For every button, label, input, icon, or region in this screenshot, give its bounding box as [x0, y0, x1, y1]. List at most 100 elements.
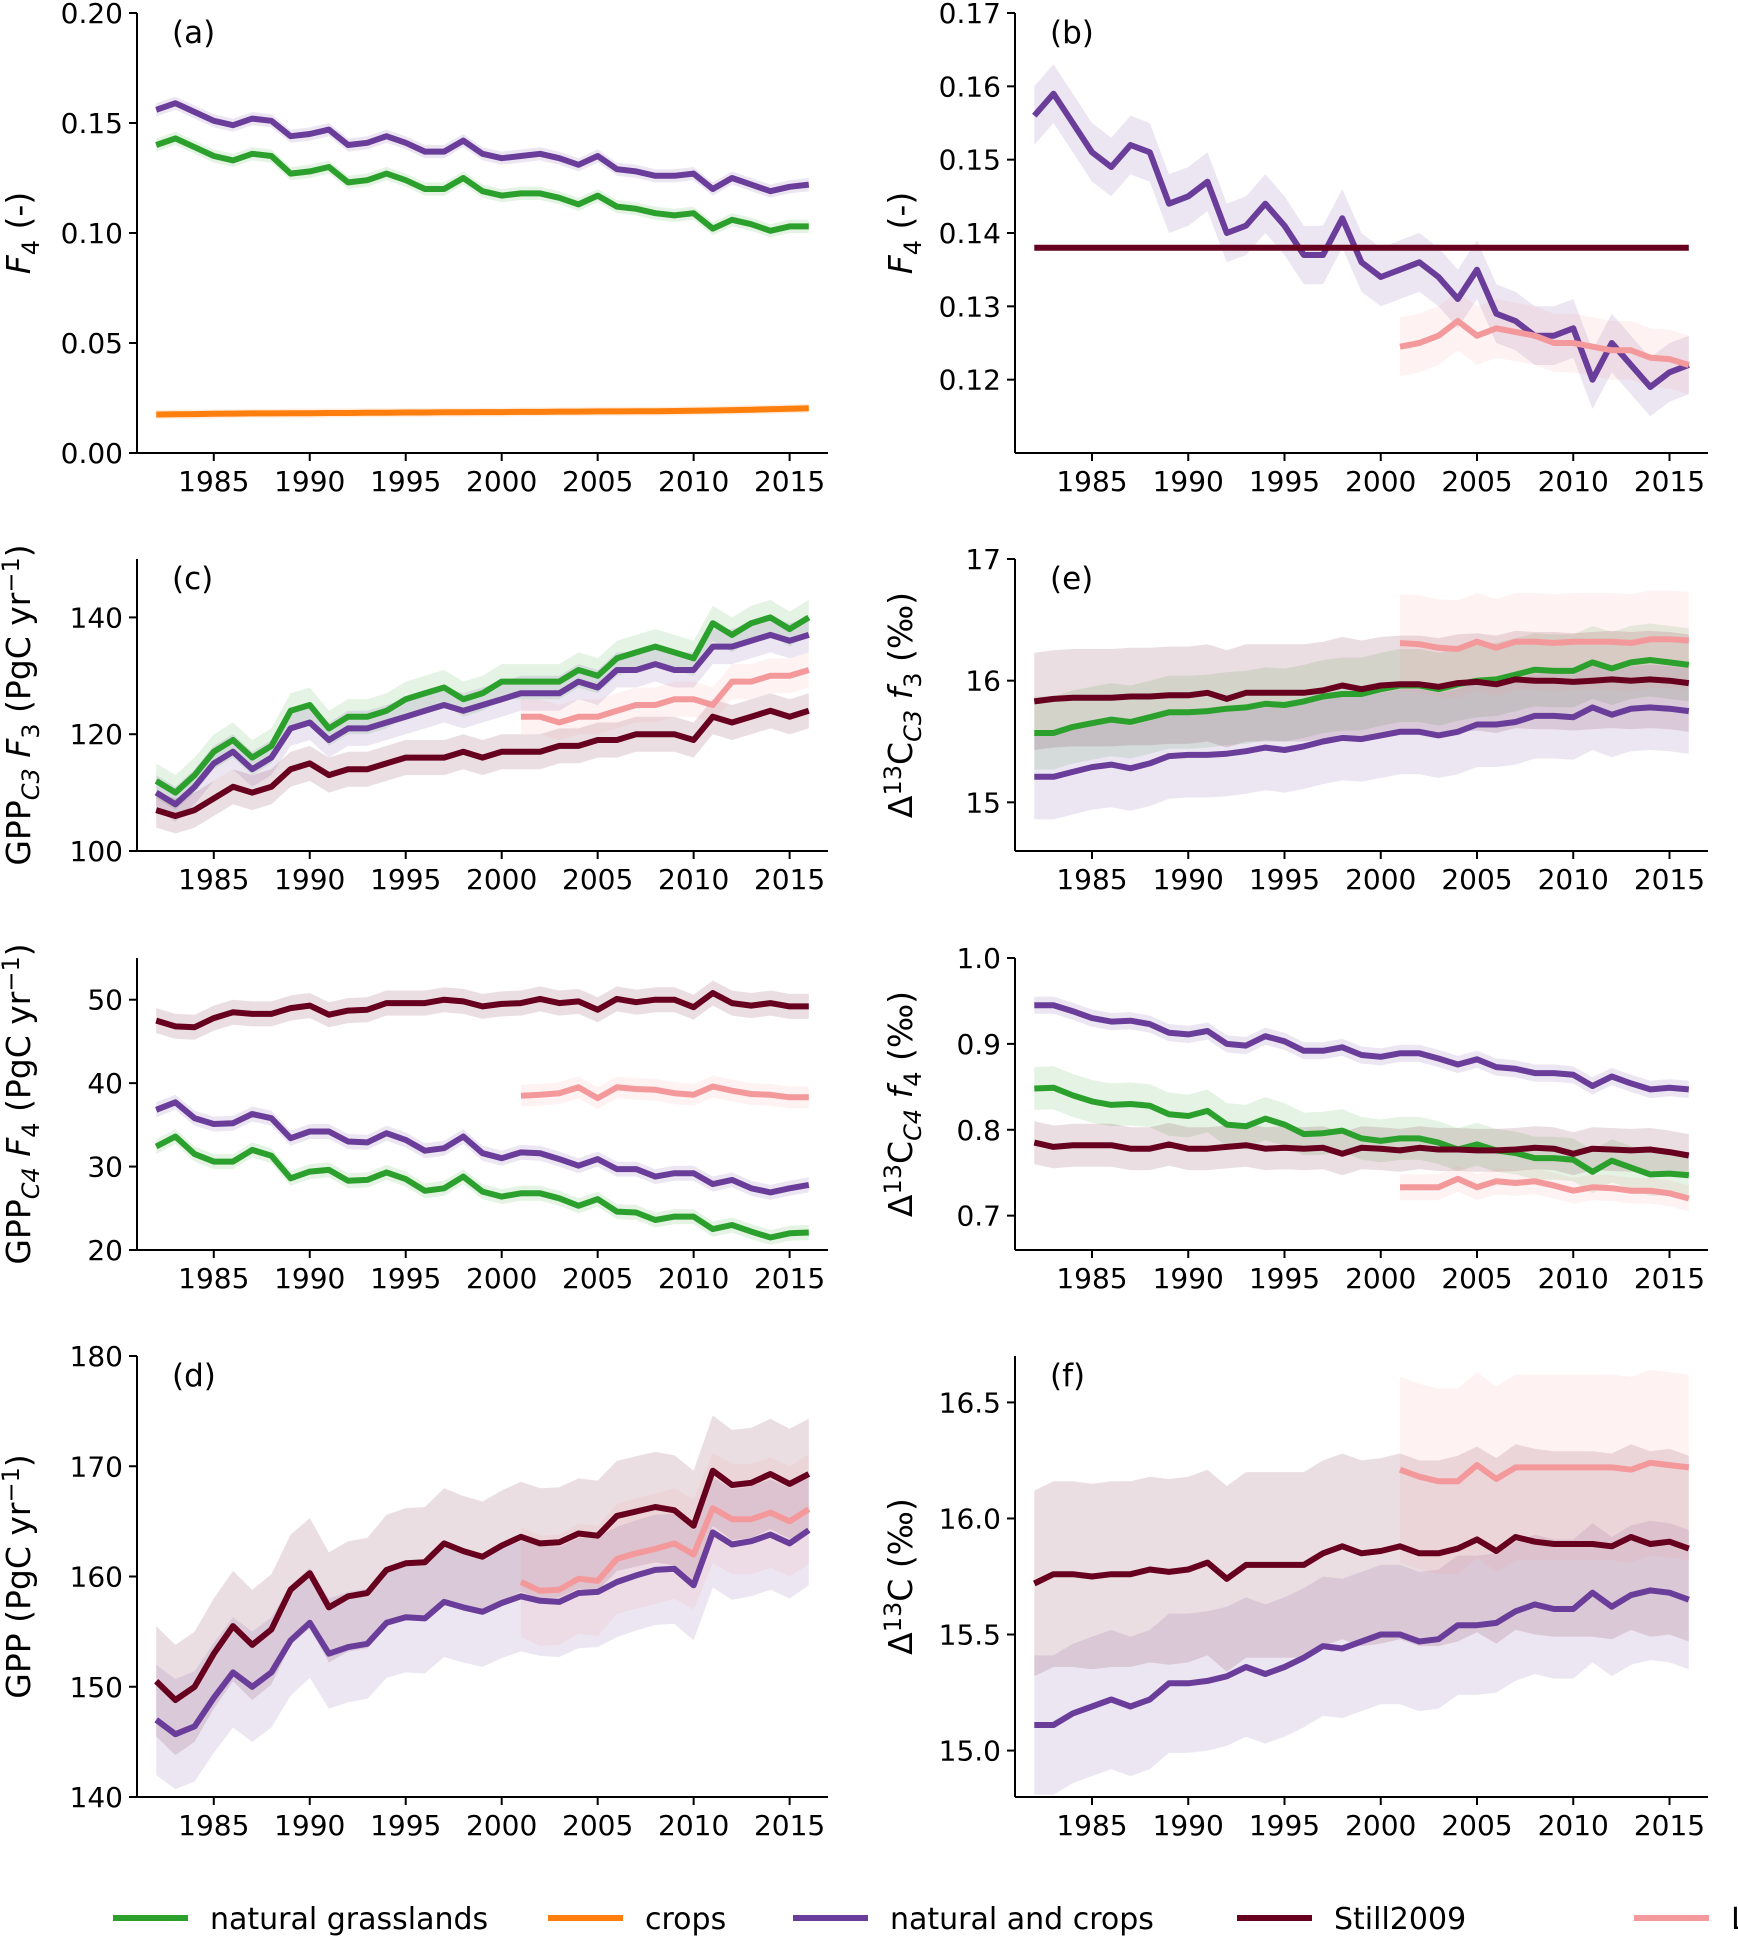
y-axis-title: Δ13C (‰)	[879, 1498, 920, 1655]
uncertainty-band-natural_and_crops	[1034, 664, 1689, 820]
series-line-natural_and_crops	[155, 100, 810, 195]
x-tick-label: 2015	[1634, 863, 1705, 896]
x-tick-label: 1985	[1056, 465, 1127, 498]
y-axis-title: GPP (PgC yr−1)	[0, 1454, 38, 1698]
x-tick-label: 1995	[370, 465, 441, 498]
x-tick-label: 2010	[1538, 1262, 1609, 1295]
x-tick-label: 1995	[370, 1809, 441, 1842]
x-tick-label: 2005	[1441, 863, 1512, 896]
panel-e4: 1985 1990 1995 2000 2005 2010 2015 0.7 0.8 0.9 1.0…	[879, 942, 1708, 1295]
legend-label-crops: crops	[645, 1902, 726, 1937]
panel-c: 1985 1990 1995 2000 2005 2010 2015 100 120 140 (c)…	[0, 544, 828, 896]
y-tick-label: 40	[87, 1067, 123, 1100]
panel-label: (d)	[172, 1358, 216, 1394]
x-tick-label: 1990	[1153, 1262, 1224, 1295]
legend-label-natural_grasslands: natural grasslands	[210, 1902, 488, 1937]
y-axis-title: Δ13CC3 f3 (‰)	[879, 592, 927, 818]
legend: natural grasslands crops natural and crops…	[113, 1902, 1738, 1937]
y-axis-title: GPPC4 F4 (PgC yr−1)	[0, 943, 45, 1264]
series-line-still2009	[154, 1467, 811, 1703]
y-tick-label: 180	[70, 1340, 123, 1373]
y-tick-label: 0.9	[956, 1028, 1001, 1061]
panel-label: (e)	[1050, 561, 1093, 597]
panel-c4: 1985 1990 1995 2000 2005 2010 2015 20 30 40 50 GPPC…	[0, 943, 828, 1295]
x-tick-label: 2015	[754, 1809, 825, 1842]
y-tick-label: 20	[87, 1234, 123, 1267]
series-line-natural_and_crops	[154, 631, 810, 808]
legend-label-natural_and_crops: natural and crops	[890, 1902, 1154, 1937]
x-tick-label: 1990	[1153, 1809, 1224, 1842]
legend-label-still2009: Still2009	[1334, 1902, 1466, 1937]
series-line-natural_grasslands	[1034, 657, 1690, 736]
x-tick-label: 2015	[1634, 1809, 1705, 1842]
panel-label: (c)	[172, 561, 213, 597]
series-line-still2009	[1033, 1139, 1690, 1159]
y-tick-label: 0.20	[61, 0, 123, 30]
y-tick-label: 0.05	[61, 327, 123, 360]
series-line-natural_and_crops	[154, 1527, 811, 1738]
x-tick-label: 1995	[370, 863, 441, 896]
panel-a: 1985 1990 1995 2000 2005 2010 2015 0.00 0.05 0.10…	[0, 0, 828, 498]
x-tick-label: 1990	[274, 1809, 345, 1842]
y-tick-label: 0.13	[939, 290, 1001, 323]
panel-label: (b)	[1050, 15, 1094, 51]
y-tick-label: 50	[87, 984, 123, 1017]
panel-e: 1985 1990 1995 2000 2005 2010 2015 15 16 17 (e) Δ13…	[879, 543, 1708, 896]
uncertainty-band-luo2024	[1400, 1369, 1689, 1575]
series-line-natural_grasslands	[1034, 1084, 1690, 1179]
x-tick-label: 2000	[466, 1262, 537, 1295]
y-tick-label: 17	[965, 543, 1001, 576]
x-tick-label: 2005	[562, 1262, 633, 1295]
x-tick-label: 2015	[1634, 1262, 1705, 1295]
x-tick-label: 2015	[754, 1262, 825, 1295]
series-line-still2009	[1033, 676, 1690, 705]
x-tick-label: 2000	[1345, 1809, 1416, 1842]
x-tick-label: 2015	[754, 863, 825, 896]
panel-label: (f)	[1050, 1358, 1085, 1394]
x-tick-label: 1995	[1249, 863, 1320, 896]
x-tick-label: 1985	[1056, 863, 1127, 896]
uncertainty-band-luo2024	[1400, 1165, 1689, 1212]
y-tick-label: 150	[70, 1671, 123, 1704]
x-tick-label: 2010	[1538, 863, 1609, 896]
series-line-luo2024	[520, 1083, 809, 1102]
x-tick-label: 1995	[370, 1262, 441, 1295]
series-line-luo2024	[1399, 636, 1689, 652]
x-tick-label: 2000	[466, 465, 537, 498]
x-tick-label: 2000	[1345, 465, 1416, 498]
series-line-crops	[156, 405, 809, 418]
series-line-natural_grasslands	[154, 1133, 809, 1241]
x-tick-label: 2000	[1345, 863, 1416, 896]
x-tick-label: 2005	[1441, 465, 1512, 498]
y-tick-label: 0.15	[61, 107, 123, 140]
x-tick-label: 1985	[178, 863, 249, 896]
x-tick-label: 1990	[274, 465, 345, 498]
y-tick-label: 140	[70, 601, 123, 634]
x-tick-label: 2015	[754, 465, 825, 498]
y-axis-title: GPPC3 F3 (PgC yr−1)	[0, 544, 45, 865]
y-tick-label: 0.16	[939, 70, 1001, 103]
series-line-luo2024	[1398, 1459, 1690, 1485]
series-line-luo2024	[1399, 318, 1690, 368]
y-tick-label: 100	[70, 835, 123, 868]
series-line-natural_and_crops	[1034, 704, 1690, 780]
series-line-still2009	[155, 990, 809, 1031]
y-tick-label: 0.7	[956, 1200, 1001, 1233]
y-axis-title: F4 (-)	[0, 192, 45, 274]
y-tick-label: 15	[965, 786, 1001, 819]
series-line-luo2024	[520, 667, 810, 726]
x-tick-label: 2000	[466, 1809, 537, 1842]
y-tick-label: 15.5	[939, 1619, 1001, 1652]
y-tick-label: 16.0	[939, 1502, 1001, 1535]
uncertainty-band-luo2024	[1400, 291, 1689, 395]
x-tick-label: 1995	[1249, 465, 1320, 498]
y-axis-title: F4 (-)	[881, 192, 927, 274]
x-tick-label: 2005	[562, 863, 633, 896]
x-tick-label: 2010	[658, 465, 729, 498]
uncertainty-band-still2009	[156, 693, 809, 834]
x-tick-label: 1985	[178, 1262, 249, 1295]
x-tick-label: 2010	[658, 1809, 729, 1842]
x-tick-label: 2005	[562, 465, 633, 498]
series-line-natural_and_crops	[155, 1099, 810, 1196]
x-tick-label: 2005	[1441, 1262, 1512, 1295]
